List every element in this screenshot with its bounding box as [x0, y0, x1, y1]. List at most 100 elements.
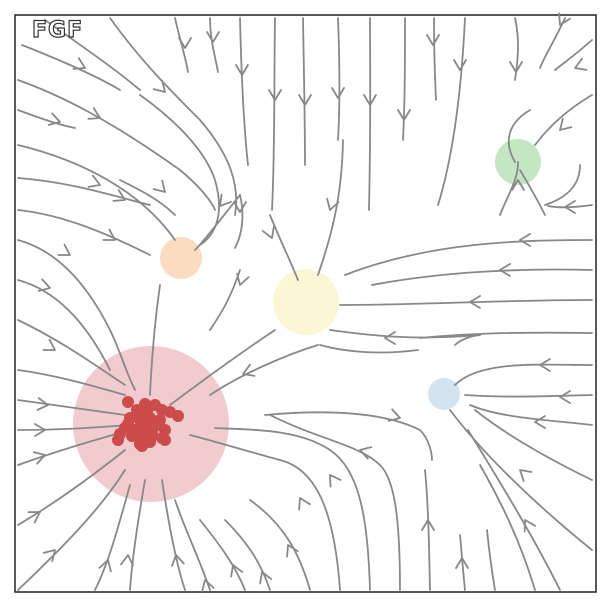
- streamline-5: [109, 17, 238, 216]
- streamline-arrow-12: [363, 94, 377, 106]
- streamline-arrow-21: [511, 179, 525, 191]
- streamline-49: [459, 534, 466, 591]
- streamline-16: [514, 17, 519, 81]
- streamline-42: [464, 394, 593, 398]
- streamline-41: [454, 363, 593, 386]
- streamline-54: [249, 499, 311, 591]
- streamline-arrow-31: [219, 193, 232, 207]
- streamline-arrow-64: [34, 423, 46, 437]
- streamline-44: [474, 409, 593, 481]
- streamline-66: [17, 369, 126, 396]
- streamline-arrow-8: [235, 64, 249, 76]
- streamline-arrow-72: [242, 363, 256, 377]
- streamline-arrow-26: [112, 189, 126, 202]
- streamline-arrow-37: [469, 295, 481, 309]
- streamline-70: [149, 284, 161, 396]
- streamline-arrow-45: [519, 469, 533, 482]
- streamline-30: [234, 194, 244, 249]
- streamline-20: [507, 109, 531, 163]
- streamline-43: [469, 404, 593, 426]
- streamline-37: [339, 299, 593, 306]
- streamline-24: [544, 164, 581, 206]
- streamline-arrow-68: [37, 278, 51, 292]
- streamline-6: [174, 17, 189, 73]
- streamline-arrow-25: [87, 174, 101, 188]
- orange-attractor: [160, 237, 202, 279]
- streamline-33: [269, 214, 299, 281]
- streamline-8: [239, 17, 249, 166]
- streamline-13: [402, 17, 406, 141]
- streamline-arrow-2: [47, 112, 61, 126]
- streamline-arrow-59: [120, 554, 134, 567]
- streamline-arrow-35: [519, 233, 531, 247]
- streamline-68: [17, 279, 111, 371]
- streamline-arrow-54: [286, 544, 299, 558]
- yellow-attractor: [273, 269, 339, 335]
- streamline-59: [129, 479, 146, 591]
- streamline-arrow-69: [57, 243, 71, 256]
- streamline-11: [337, 17, 341, 141]
- streamline-arrow-56: [230, 564, 244, 578]
- streamline-18: [554, 39, 593, 71]
- streamline-arrow-73: [387, 408, 401, 422]
- streamline-arrow-34: [326, 197, 340, 211]
- streamline-arrow-65: [36, 397, 49, 411]
- plot-title: FGF: [31, 17, 84, 43]
- streamline-arrow-36: [499, 263, 511, 277]
- cell-dot-6: [172, 410, 184, 422]
- streamline-arrow-49: [455, 557, 469, 569]
- streamline-74: [454, 334, 481, 346]
- streamline-arrow-51: [359, 446, 373, 460]
- streamline-arrow-58: [171, 554, 185, 567]
- streamline-arrow-5: [152, 79, 166, 93]
- streamline-arrow-32: [236, 272, 250, 286]
- cell-dot-30: [146, 426, 158, 438]
- cell-cluster: [112, 396, 184, 452]
- streamline-arrow-38: [384, 331, 396, 345]
- streamline-arrow-10: [298, 94, 312, 106]
- streamline-arrow-42: [559, 390, 571, 404]
- streamline-58: [161, 479, 186, 591]
- streamline-arrow-17: [558, 12, 571, 26]
- cell-dot-27: [136, 440, 148, 452]
- streamline-67: [17, 319, 126, 386]
- streamline-arrow-23: [564, 200, 576, 214]
- cell-dot-1: [122, 396, 134, 408]
- cell-dot-23: [112, 434, 124, 446]
- streamline-32: [209, 269, 241, 331]
- streamline-arrow-43: [534, 415, 546, 429]
- streamline-15: [437, 17, 466, 206]
- streamline-arrow-61: [42, 549, 56, 563]
- streamline-69: [17, 239, 136, 391]
- cell-dot-19: [126, 430, 138, 442]
- streamline-36: [371, 268, 593, 286]
- streamline-7: [209, 17, 219, 73]
- streamline-61: [17, 469, 126, 591]
- streamline-arrow-53: [298, 497, 311, 511]
- cell-dot-28: [122, 418, 134, 430]
- streamline-arrow-9: [268, 89, 282, 101]
- streamline-arrow-52: [329, 474, 342, 488]
- streamline-48: [486, 529, 496, 591]
- streamline-arrow-11: [331, 87, 345, 99]
- streamline-38: [329, 329, 481, 339]
- streamline-72: [209, 344, 319, 396]
- streamline-25: [17, 144, 176, 241]
- streamline-60: [94, 484, 131, 591]
- streamline-28: [139, 94, 220, 246]
- streamline-arrow-27: [102, 228, 116, 241]
- streamline-73: [264, 411, 433, 461]
- streamline-arrow-15: [453, 59, 467, 71]
- streamline-56: [199, 519, 246, 591]
- streamline-arrow-63: [32, 451, 46, 465]
- blue-attractor: [428, 378, 460, 410]
- streamline-12: [368, 17, 372, 211]
- streamline-51: [269, 414, 401, 591]
- streamline-arrow-18: [574, 57, 588, 71]
- streamline-arrows: [27, 12, 588, 593]
- streamline-19: [534, 94, 593, 146]
- streamline-arrow-7: [206, 31, 220, 43]
- streamline-34: [317, 139, 344, 276]
- cell-dot-26: [159, 434, 171, 446]
